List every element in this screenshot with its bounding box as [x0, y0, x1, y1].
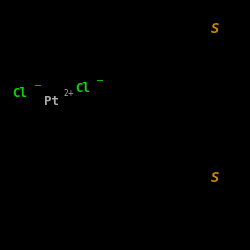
Text: Cl: Cl	[12, 87, 28, 100]
Text: −: −	[34, 81, 42, 91]
Text: S: S	[211, 22, 220, 36]
Text: Pt: Pt	[44, 95, 59, 108]
Text: Cl: Cl	[75, 82, 90, 95]
Text: 2+: 2+	[64, 88, 75, 98]
Text: S: S	[211, 170, 220, 184]
Text: −: −	[96, 76, 104, 86]
